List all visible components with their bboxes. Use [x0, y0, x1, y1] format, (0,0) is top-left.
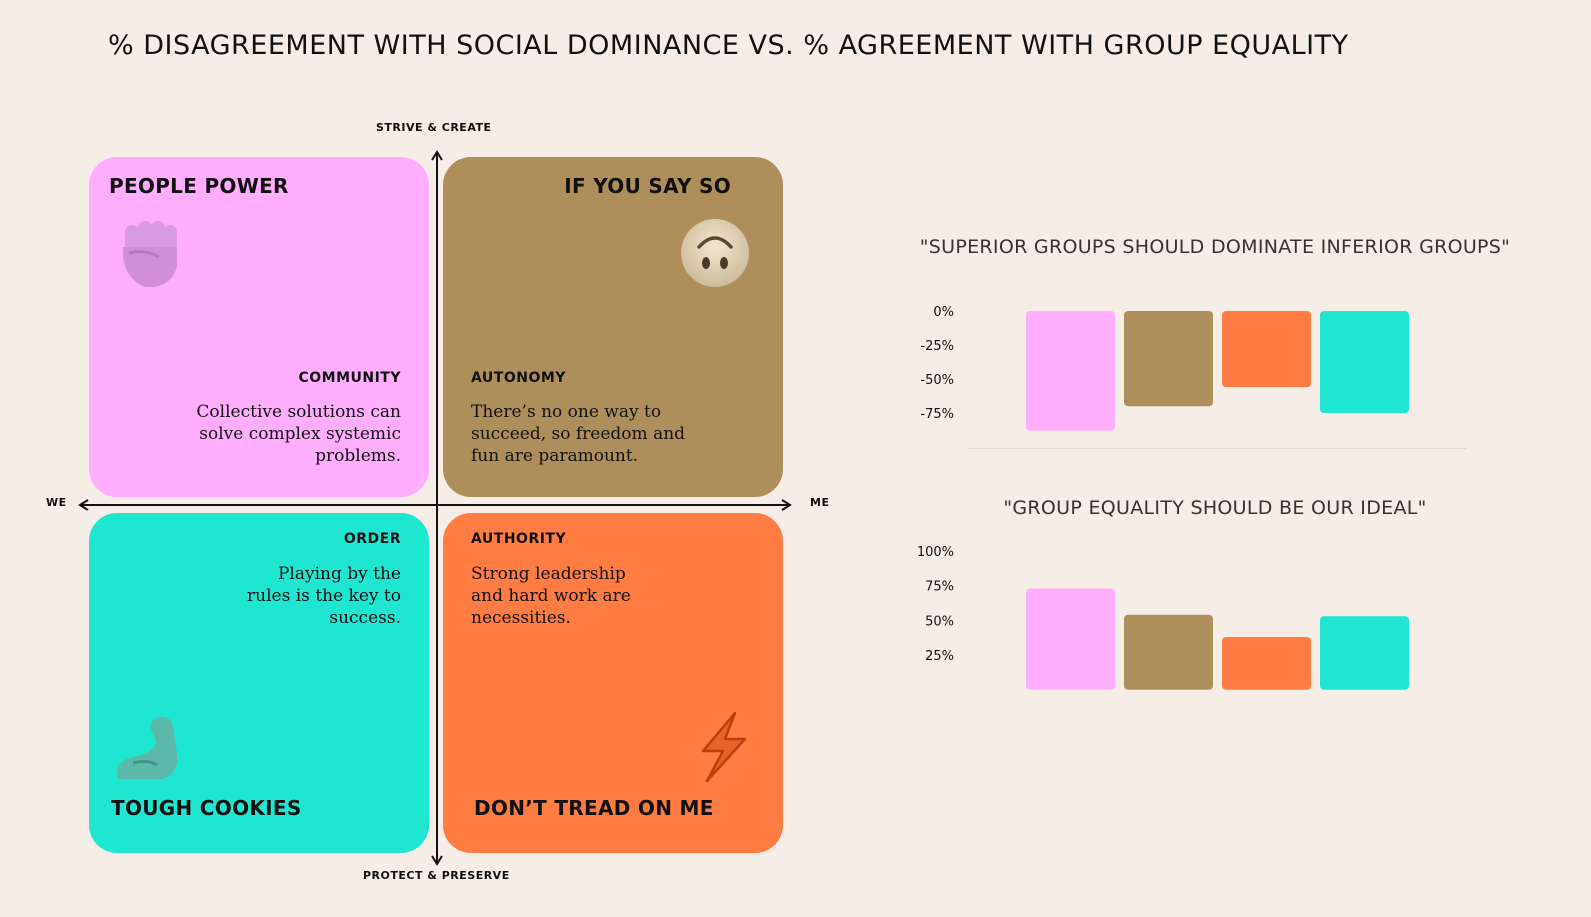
y-tick-label: 100% [917, 545, 954, 560]
quadrant-subtitle: COMMUNITY [298, 370, 401, 386]
quadrant-name: TOUGH COOKIES [111, 796, 302, 820]
axis-label-left: WE [46, 496, 67, 509]
axis-label-bottom: PROTECT & PRESERVE [363, 869, 510, 882]
y-tick-label: 50% [925, 614, 954, 629]
quadrant-subtitle: AUTHORITY [471, 531, 567, 547]
axis-label-right: ME [810, 496, 830, 509]
quadrant-if-you-say-so: IF YOU SAY SO AUTONOMY There’s no one wa… [443, 157, 783, 497]
axis-label-top: STRIVE & CREATE [376, 121, 492, 134]
quadrant-description: Strong leadership and hard work are nece… [471, 564, 631, 628]
quadrant-name: IF YOU SAY SO [564, 174, 731, 198]
y-tick-label: -75% [920, 407, 954, 422]
y-tick-label: -50% [920, 373, 954, 388]
upside-down-face-icon [679, 217, 751, 293]
quadrant-dont-tread-on-me: AUTHORITY Strong leadership and hard wor… [443, 513, 783, 853]
y-tick-label: 25% [925, 649, 954, 664]
y-tick-label: 75% [925, 580, 954, 595]
lightning-bolt-icon [695, 711, 751, 787]
bar-tough-cookies [1320, 311, 1409, 413]
y-tick-label: -25% [920, 339, 954, 354]
chart-divider [968, 448, 1466, 449]
quadrant-people-power: PEOPLE POWER COMMUNITY Collective soluti… [89, 157, 429, 497]
quadrant-description: Playing by the rules is the key to succe… [247, 564, 401, 628]
chart-title-dominance: "SUPERIOR GROUPS SHOULD DOMINATE INFERIO… [919, 236, 1511, 258]
bar-don-t-tread-on-me [1222, 311, 1311, 388]
chart-title-equality: "GROUP EQUALITY SHOULD BE OUR IDEAL" [1003, 497, 1427, 519]
quadrant-name: PEOPLE POWER [109, 174, 289, 198]
quadrant-subtitle: ORDER [343, 531, 401, 547]
bar-tough-cookies [1320, 616, 1409, 690]
y-tick-label: 0% [933, 305, 954, 320]
bar-if-you-say-so [1124, 311, 1213, 407]
quadrant-name: DON’T TREAD ON ME [474, 796, 714, 820]
bar-if-you-say-so [1124, 614, 1213, 690]
bar-don-t-tread-on-me [1222, 636, 1311, 690]
quadrant-subtitle: AUTONOMY [471, 370, 566, 386]
quadrant-tough-cookies: ORDER Playing by the rules is the key to… [89, 513, 429, 853]
bar-people-power [1026, 588, 1115, 690]
raised-fist-icon [115, 217, 185, 296]
quadrant-description: Collective solutions can solve complex s… [196, 402, 401, 466]
bar-people-power [1026, 311, 1115, 431]
page-title: % DISAGREEMENT WITH SOCIAL DOMINANCE VS.… [108, 30, 1349, 61]
quadrant-description: There’s no one way to succeed, so freedo… [471, 402, 686, 466]
flexed-biceps-icon [113, 713, 183, 789]
